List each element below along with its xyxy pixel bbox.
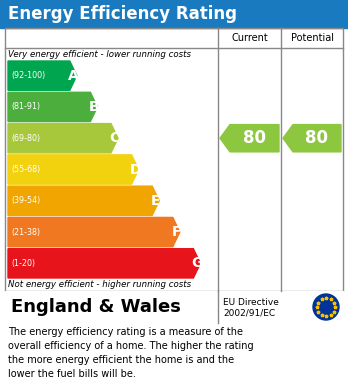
Polygon shape [8,186,159,215]
Polygon shape [8,92,97,122]
Text: 80: 80 [306,129,329,147]
Text: (92-100): (92-100) [11,71,45,80]
Text: 80: 80 [243,129,266,147]
Text: B: B [89,100,99,114]
Text: F: F [172,225,181,239]
Text: (69-80): (69-80) [11,134,40,143]
Polygon shape [220,125,279,152]
Text: A: A [68,69,79,83]
Text: England & Wales: England & Wales [11,298,181,316]
Text: Very energy efficient - lower running costs: Very energy efficient - lower running co… [8,50,191,59]
Text: (21-38): (21-38) [11,228,40,237]
Text: G: G [191,256,203,270]
Bar [5,28,343,291]
Text: D: D [129,163,141,176]
Text: (55-68): (55-68) [11,165,40,174]
Text: E: E [151,194,160,208]
Polygon shape [283,125,341,152]
Text: Current: Current [231,33,268,43]
Text: Potential: Potential [291,33,333,43]
Polygon shape [8,61,77,90]
Bar [5,291,343,323]
Text: Not energy efficient - higher running costs: Not energy efficient - higher running co… [8,280,191,289]
Bar [0,0,348,28]
Circle shape [313,294,339,320]
Polygon shape [8,124,118,153]
Text: Energy Efficiency Rating: Energy Efficiency Rating [8,5,237,23]
Text: (81-91): (81-91) [11,102,40,111]
Polygon shape [8,217,180,247]
Text: (39-54): (39-54) [11,196,40,205]
Text: EU Directive: EU Directive [223,298,279,307]
Text: C: C [109,131,120,145]
Polygon shape [8,249,200,278]
Text: 2002/91/EC: 2002/91/EC [223,308,275,317]
Text: (1-20): (1-20) [11,259,35,268]
Polygon shape [8,155,139,184]
Text: The energy efficiency rating is a measure of the
overall efficiency of a home. T: The energy efficiency rating is a measur… [8,327,254,379]
